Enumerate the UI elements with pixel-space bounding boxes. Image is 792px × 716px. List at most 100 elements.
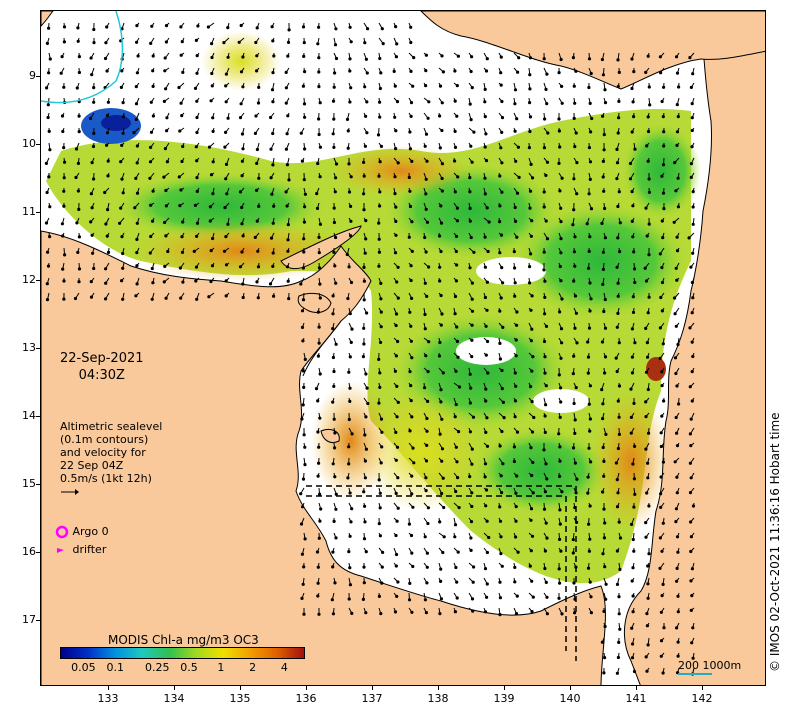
- velocity-arrow-head: [394, 354, 398, 358]
- velocity-arrow-head: [319, 507, 323, 511]
- velocity-arrow-head: [299, 522, 304, 526]
- longitude-tick: [174, 686, 175, 690]
- velocity-arrow-head: [269, 115, 273, 120]
- velocity-arrow-head: [660, 414, 664, 418]
- velocity-arrow-head: [615, 549, 620, 553]
- velocity-arrow-head: [395, 100, 400, 104]
- velocity-arrow-head: [499, 296, 503, 300]
- velocity-arrow-head: [426, 506, 430, 510]
- velocity-arrow-head: [148, 160, 153, 164]
- velocity-arrow-head: [89, 220, 93, 224]
- velocity-arrow-head: [302, 102, 307, 106]
- velocity-arrow-head: [453, 523, 458, 527]
- velocity-arrow-head: [498, 357, 502, 361]
- velocity-arrow-head: [589, 595, 593, 599]
- velocity-arrow-head: [617, 70, 621, 75]
- latitude-label: 15: [22, 477, 36, 490]
- velocity-arrow-head: [317, 56, 321, 60]
- velocity-arrow-head: [362, 265, 366, 269]
- velocity-arrow-head: [301, 477, 306, 481]
- velocity-arrow-head: [424, 459, 429, 463]
- velocity-arrow-head: [586, 491, 590, 495]
- velocity-arrow-head: [119, 85, 124, 90]
- velocity-arrow-head: [180, 235, 184, 239]
- velocity-arrow-head: [690, 102, 694, 106]
- velocity-arrow-head: [615, 582, 620, 587]
- velocity-arrow-head: [347, 550, 351, 554]
- velocity-arrow-head: [616, 311, 620, 315]
- velocity-arrow-head: [226, 222, 230, 226]
- velocity-arrow-head: [516, 70, 520, 74]
- velocity-arrow-head: [91, 251, 95, 255]
- velocity-arrow-head: [470, 323, 474, 327]
- velocity-arrow-head: [546, 131, 550, 135]
- velocity-arrow-head: [255, 54, 259, 58]
- velocity-arrow-head: [302, 178, 306, 182]
- velocity-arrow-head: [558, 264, 562, 269]
- velocity-arrow-head: [366, 401, 370, 406]
- velocity-arrow-head: [271, 100, 275, 104]
- velocity-arrow-head: [453, 69, 457, 73]
- velocity-arrow-head: [558, 189, 562, 193]
- velocity-arrow-head: [349, 340, 353, 344]
- map-panel[interactable]: [40, 10, 766, 686]
- velocity-arrow-head: [284, 190, 288, 194]
- velocity-arrow-head: [239, 102, 243, 106]
- velocity-arrow-head: [453, 129, 457, 134]
- velocity-arrow-head: [332, 417, 336, 421]
- velocity-arrow-head: [300, 596, 304, 601]
- velocity-arrow-head: [61, 267, 65, 271]
- velocity-arrow-head: [545, 72, 549, 76]
- velocity-arrow-head: [544, 403, 548, 407]
- velocity-arrow-head: [688, 326, 692, 330]
- velocity-arrow-head: [484, 387, 488, 391]
- velocity-arrow-head: [410, 474, 414, 478]
- velocity-arrow-head: [662, 85, 666, 89]
- velocity-arrow-head: [628, 161, 633, 166]
- velocity-arrow-head: [617, 612, 621, 616]
- velocity-arrow-head: [62, 189, 66, 193]
- velocity-arrow-head: [195, 189, 199, 193]
- velocity-arrow-head: [408, 147, 412, 151]
- velocity-arrow-head: [572, 250, 577, 254]
- velocity-arrow-head: [257, 85, 261, 90]
- velocity-arrow-head: [616, 655, 621, 660]
- velocity-arrow-head: [439, 249, 443, 254]
- velocity-arrow-head: [301, 266, 305, 270]
- velocity-arrow-head: [617, 520, 621, 524]
- latitude-tick: [36, 76, 40, 77]
- velocity-arrow-head: [673, 161, 677, 165]
- velocity-arrow-head: [468, 430, 472, 434]
- altimetry-line-3: and velocity for: [60, 446, 146, 459]
- velocity-arrow-head: [269, 147, 273, 151]
- velocity-arrow-head: [301, 403, 305, 407]
- velocity-arrow-head: [644, 70, 648, 75]
- velocity-arrow-head: [333, 190, 337, 194]
- velocity-arrow-head: [256, 249, 260, 253]
- velocity-arrow-head: [347, 597, 351, 601]
- velocity-arrow-head: [427, 340, 431, 344]
- velocity-arrow-head: [423, 327, 427, 331]
- velocity-arrow-head: [544, 219, 548, 223]
- velocity-arrow-head: [545, 237, 550, 241]
- velocity-arrow-head: [557, 161, 561, 165]
- velocity-arrow-head: [411, 446, 415, 450]
- velocity-arrow-head: [396, 296, 400, 300]
- velocity-arrow-head: [61, 234, 65, 238]
- velocity-arrow-head: [646, 596, 650, 600]
- velocity-arrow-head: [601, 175, 605, 179]
- velocity-arrow-head: [660, 384, 664, 388]
- velocity-arrow-head: [530, 219, 534, 223]
- velocity-arrow-head: [615, 478, 619, 482]
- velocity-arrow-head: [471, 580, 475, 584]
- velocity-arrow-head: [424, 69, 428, 73]
- velocity-arrow-head: [544, 173, 548, 177]
- velocity-arrow-head: [456, 355, 460, 359]
- velocity-arrow-head: [194, 265, 199, 269]
- velocity-arrow-head: [181, 220, 185, 224]
- velocity-arrow-head: [317, 85, 321, 89]
- velocity-arrow-head: [498, 580, 502, 584]
- velocity-arrow-head: [646, 387, 650, 392]
- velocity-arrow-head: [675, 235, 679, 239]
- velocity-arrow-head: [453, 312, 457, 316]
